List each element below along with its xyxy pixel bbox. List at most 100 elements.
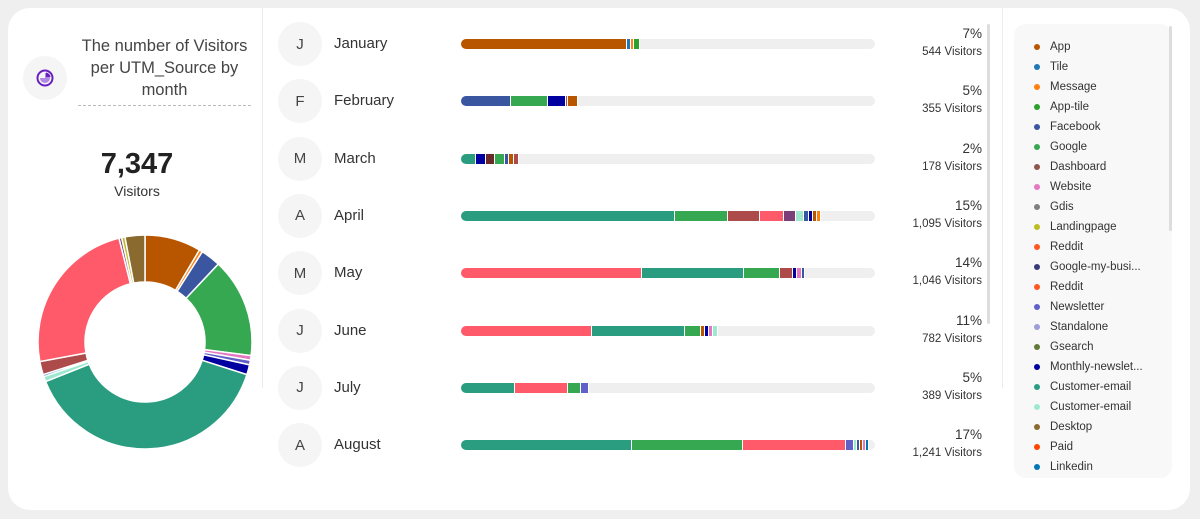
- legend-label: Reddit: [1050, 241, 1084, 253]
- bar-segment-google[interactable]: [743, 268, 781, 279]
- bar-segment-website[interactable]: [796, 268, 802, 279]
- bar-segment-linkedin[interactable]: [865, 440, 869, 451]
- legend-item[interactable]: Gdis: [1014, 197, 1172, 217]
- bar-segment-customer-email-2[interactable]: [796, 210, 804, 221]
- bar-segment-app[interactable]: [812, 210, 817, 221]
- legend-item[interactable]: Google: [1014, 137, 1172, 157]
- legend-item[interactable]: Customer-email: [1014, 397, 1172, 417]
- summary-panel: The number of Visitors per UTM_Source by…: [8, 8, 262, 510]
- legend-item[interactable]: Message: [1014, 77, 1172, 97]
- bar-segment-customer-email[interactable]: [461, 153, 477, 164]
- month-visitors: 782 Visitors: [922, 332, 982, 345]
- month-avatar: A: [278, 193, 322, 238]
- bar-segment-monthly-newsletter[interactable]: [476, 153, 486, 164]
- legend-item[interactable]: Monthly-newslet...: [1014, 357, 1172, 377]
- bar-segment-customer-email-2[interactable]: [853, 440, 857, 451]
- bar-segment-newsletter[interactable]: [846, 440, 854, 451]
- bar-segment-dashboard[interactable]: [780, 268, 793, 279]
- legend-item[interactable]: Customer-email: [1014, 377, 1172, 397]
- legend-item[interactable]: Website: [1014, 177, 1172, 197]
- legend-dot-icon: [1034, 424, 1040, 430]
- bar-segment-monthly-newsletter[interactable]: [792, 268, 797, 279]
- bar-segment-other-red[interactable]: [461, 325, 593, 336]
- stacked-bar: [461, 96, 875, 107]
- bar-segment-other-red[interactable]: [759, 210, 785, 221]
- bar-segment-app[interactable]: [567, 96, 578, 107]
- stacked-bar: [461, 382, 875, 393]
- bar-segment-facebook[interactable]: [461, 96, 511, 107]
- bar-segment-google[interactable]: [495, 153, 505, 164]
- bar-segment-customer-email[interactable]: [461, 440, 632, 451]
- donut-slice-desktop[interactable]: [124, 234, 146, 284]
- bar-segment-website[interactable]: [709, 325, 713, 336]
- bar-segment-google[interactable]: [684, 325, 702, 336]
- bar-segment-message[interactable]: [816, 210, 821, 221]
- donut-slice-customer-email[interactable]: [44, 359, 248, 450]
- legend-item[interactable]: Gsearch: [1014, 337, 1172, 357]
- bar-segment-newsletter[interactable]: [580, 382, 589, 393]
- legend-label: Newsletter: [1050, 301, 1105, 313]
- month-list-scrollbar[interactable]: [987, 24, 990, 324]
- donut-slice-other-red[interactable]: [37, 237, 132, 363]
- legend-item[interactable]: Standalone: [1014, 317, 1172, 337]
- bar-segment-facebook[interactable]: [801, 268, 805, 279]
- bar-segment-app-tile[interactable]: [634, 39, 640, 49]
- bar-segment-other-red[interactable]: [743, 440, 847, 451]
- bar-segment-app[interactable]: [859, 440, 863, 451]
- bar-segment-customer-email-2[interactable]: [712, 325, 718, 336]
- bar-segment-dashboard[interactable]: [513, 153, 520, 164]
- bar-segment-monthly-newsletter[interactable]: [705, 325, 710, 336]
- bar-segment-customer-email[interactable]: [461, 210, 676, 221]
- pie-chart-icon: [36, 69, 54, 87]
- legend-item[interactable]: App-tile: [1014, 97, 1172, 117]
- bar-segment-google[interactable]: [631, 440, 744, 451]
- legend-label: App-tile: [1050, 101, 1089, 113]
- month-row-february[interactable]: F February 5% 355 Visitors: [278, 79, 988, 136]
- bar-segment-tile[interactable]: [627, 39, 632, 49]
- legend-item[interactable]: Reddit: [1014, 237, 1172, 257]
- bar-segment-message[interactable]: [631, 39, 635, 49]
- month-row-march[interactable]: M March 2% 178 Visitors: [278, 136, 988, 194]
- bar-segment-google[interactable]: [675, 210, 728, 221]
- month-row-august[interactable]: A August 17% 1,241 Visitors: [278, 423, 988, 480]
- bar-segment-customer-email[interactable]: [592, 325, 685, 336]
- month-row-april[interactable]: A April 15% 1,095 Visitors: [278, 193, 988, 251]
- bar-segment-app[interactable]: [461, 39, 628, 49]
- legend-item[interactable]: Dashboard: [1014, 157, 1172, 177]
- bar-segment-customer-email[interactable]: [641, 268, 744, 279]
- bar-segment-other-red[interactable]: [515, 382, 569, 393]
- bar-segment-website[interactable]: [862, 440, 866, 451]
- legend-item[interactable]: Newsletter: [1014, 297, 1172, 317]
- month-row-january[interactable]: J January 7% 544 Visitors: [278, 22, 988, 79]
- bar-segment-customer-email[interactable]: [461, 382, 516, 393]
- legend-label: Gsearch: [1050, 341, 1094, 353]
- legend-scrollbar[interactable]: [1169, 26, 1172, 231]
- bar-segment-google[interactable]: [510, 96, 548, 107]
- legend-item[interactable]: Reddit: [1014, 277, 1172, 297]
- bar-segment-google[interactable]: [568, 382, 581, 393]
- stacked-bar: [461, 325, 875, 336]
- bar-segment-app[interactable]: [508, 153, 514, 164]
- bar-segment-facebook[interactable]: [856, 440, 860, 451]
- bar-segment-facebook[interactable]: [803, 210, 809, 221]
- month-row-june[interactable]: J June 11% 782 Visitors: [278, 308, 988, 366]
- legend-item[interactable]: Google-my-busi...: [1014, 257, 1172, 277]
- legend-item[interactable]: Paid: [1014, 437, 1172, 457]
- bar-segment-monthly-newsletter[interactable]: [808, 210, 813, 221]
- legend-item[interactable]: Linkedin: [1014, 457, 1172, 477]
- bar-segment-app[interactable]: [701, 325, 706, 336]
- legend-item[interactable]: Desktop: [1014, 417, 1172, 437]
- legend-item[interactable]: Landingpage: [1014, 217, 1172, 237]
- bar-segment-dashboard[interactable]: [565, 96, 568, 107]
- month-row-july[interactable]: J July 5% 389 Visitors: [278, 365, 988, 423]
- legend-item[interactable]: Tile: [1014, 57, 1172, 77]
- legend-item[interactable]: Facebook: [1014, 117, 1172, 137]
- bar-segment-facebook[interactable]: [504, 153, 509, 164]
- bar-segment-monthly-newsletter[interactable]: [547, 96, 566, 107]
- bar-segment-dashboard[interactable]: [727, 210, 760, 221]
- bar-segment-other-red[interactable]: [461, 268, 642, 279]
- month-row-may[interactable]: M May 14% 1,046 Visitors: [278, 251, 988, 308]
- bar-segment-other-purple[interactable]: [784, 210, 797, 221]
- legend-item[interactable]: App: [1014, 37, 1172, 57]
- bar-segment-other-maroon[interactable]: [485, 153, 496, 164]
